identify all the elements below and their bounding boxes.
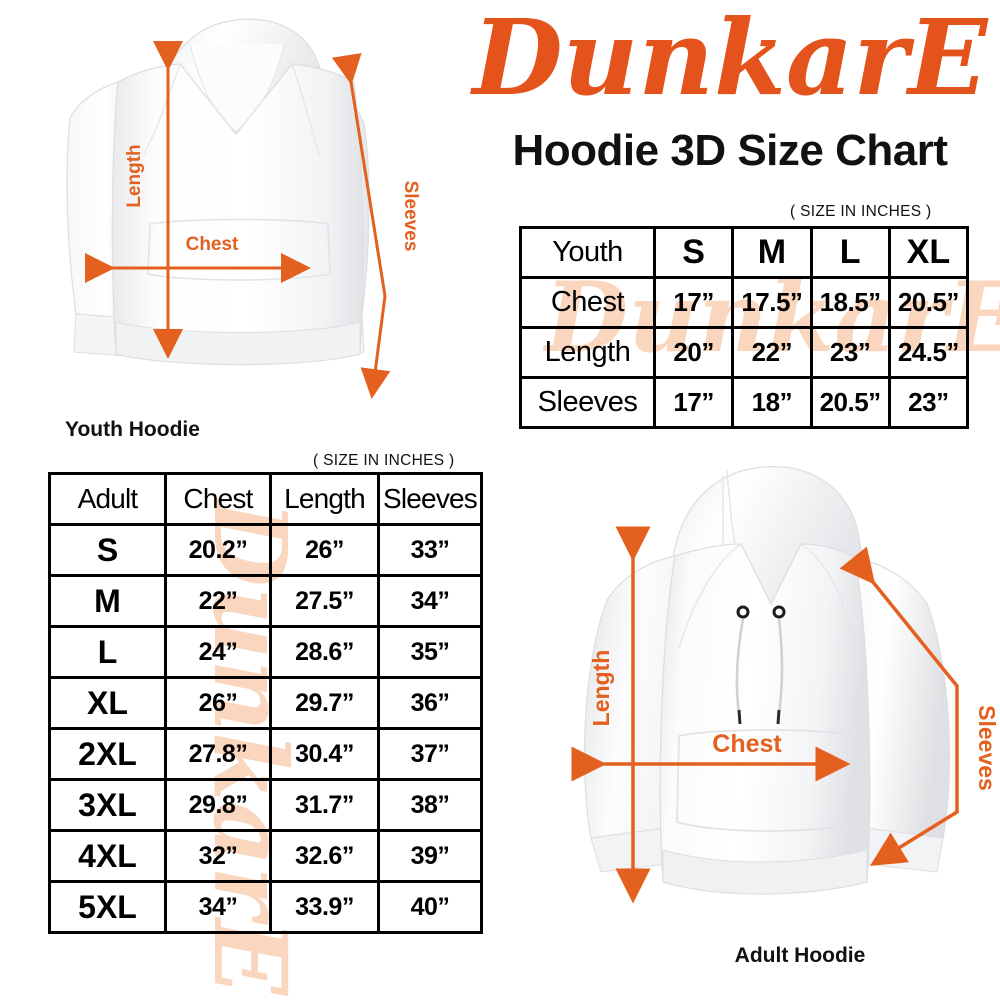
adult-size-unit-note: ( SIZE IN INCHES ): [313, 452, 455, 469]
youth-row-label-length: Length: [519, 326, 656, 379]
table-cell: 35”: [377, 625, 483, 679]
length-label: Length: [124, 144, 145, 207]
table-cell: 30.4”: [269, 727, 380, 781]
sleeves-arrow: [331, 52, 391, 399]
page-title: Hoodie 3D Size Chart: [512, 126, 948, 175]
table-cell: 23”: [887, 376, 970, 429]
table-header-row: Adult Chest Length Sleeves: [48, 472, 483, 526]
table-cell: 31.7”: [269, 778, 380, 832]
table-row: Length 20” 22” 23” 24.5”: [519, 326, 970, 379]
table-cell: 34”: [164, 880, 272, 934]
table-cell: 24”: [164, 625, 272, 679]
adult-size-label: XL: [48, 676, 167, 730]
adult-corner-label: Adult: [48, 472, 167, 526]
table-cell: 27.5”: [269, 574, 380, 628]
table-cell: 29.8”: [164, 778, 272, 832]
length-label: Length: [588, 650, 614, 727]
adult-size-label: 3XL: [48, 778, 167, 832]
youth-size-unit-note: ( SIZE IN INCHES ): [790, 203, 932, 220]
adult-col-sleeves: Sleeves: [377, 472, 483, 526]
table-cell: 24.5”: [887, 326, 970, 379]
table-cell: 28.6”: [269, 625, 380, 679]
table-cell: 40”: [377, 880, 483, 934]
brand-logo: DunkarE: [470, 8, 990, 126]
table-cell: 33”: [377, 523, 483, 577]
table-cell: 38”: [377, 778, 483, 832]
sleeves-label: Sleeves: [974, 705, 1000, 791]
table-row: M 22” 27.5” 34”: [48, 574, 483, 628]
adult-size-label: 4XL: [48, 829, 167, 883]
adult-col-length: Length: [269, 472, 380, 526]
brand-wordmark-text: DunkarE: [470, 8, 989, 119]
table-cell: 37”: [377, 727, 483, 781]
table-row: XL 26” 29.7” 36”: [48, 676, 483, 730]
table-cell: 22”: [731, 326, 813, 379]
hoodie-body: [659, 543, 871, 895]
table-row: S 20.2” 26” 33”: [48, 523, 483, 577]
table-row: L 24” 28.6” 35”: [48, 625, 483, 679]
adult-size-table: Adult Chest Length Sleeves S 20.2” 26” 3…: [48, 472, 483, 934]
table-row: 3XL 29.8” 31.7” 38”: [48, 778, 483, 832]
adult-size-label: 2XL: [48, 727, 167, 781]
table-row: Sleeves 17” 18” 20.5” 23”: [519, 376, 970, 429]
table-cell: 18”: [731, 376, 813, 429]
adult-col-chest: Chest: [164, 472, 272, 526]
adult-size-label: L: [48, 625, 167, 679]
table-cell: 20”: [652, 326, 735, 379]
sleeves-label: Sleeves: [400, 181, 421, 252]
youth-col-m: M: [731, 226, 813, 279]
youth-size-table: Youth S M L XL Chest 17” 17.5” 18.5” 20.…: [519, 226, 970, 429]
table-cell: 20.5”: [809, 376, 891, 429]
youth-row-label-chest: Chest: [519, 276, 656, 329]
table-row: 4XL 32” 32.6” 39”: [48, 829, 483, 883]
table-cell: 20.2”: [164, 523, 272, 577]
drawstring-eyelet-right: [772, 605, 786, 619]
hoodie-hem: [662, 849, 868, 895]
adult-size-label: 5XL: [48, 880, 167, 934]
youth-col-s: S: [652, 226, 735, 279]
table-cell: 39”: [377, 829, 483, 883]
adult-size-label: S: [48, 523, 167, 577]
adult-hoodie-illustration: Length Chest Sleeves: [555, 452, 1000, 940]
table-cell: 18.5”: [809, 276, 891, 329]
drawstring-right: [777, 618, 784, 715]
table-cell: 33.9”: [269, 880, 380, 934]
table-cell: 22”: [164, 574, 272, 628]
youth-col-l: L: [809, 226, 891, 279]
youth-corner-label: Youth: [519, 226, 656, 279]
table-cell: 17.5”: [731, 276, 813, 329]
table-cell: 23”: [809, 326, 891, 379]
table-row: 5XL 34” 33.9” 40”: [48, 880, 483, 934]
table-header-row: Youth S M L XL: [519, 226, 970, 279]
adult-size-label: M: [48, 574, 167, 628]
table-cell: 20.5”: [887, 276, 970, 329]
table-cell: 27.8”: [164, 727, 272, 781]
chest-label: Chest: [186, 234, 239, 255]
table-cell: 26”: [269, 523, 380, 577]
table-cell: 29.7”: [269, 676, 380, 730]
youth-hoodie-caption: Youth Hoodie: [65, 418, 200, 441]
table-row: 2XL 27.8” 30.4” 37”: [48, 727, 483, 781]
table-cell: 32”: [164, 829, 272, 883]
youth-row-label-sleeves: Sleeves: [519, 376, 656, 429]
sleeves-arrow: [839, 546, 959, 866]
adult-hoodie-caption: Adult Hoodie: [734, 944, 866, 967]
table-cell: 36”: [377, 676, 483, 730]
table-cell: 17”: [652, 276, 735, 329]
youth-col-xl: XL: [887, 226, 970, 279]
table-cell: 17”: [652, 376, 735, 429]
table-cell: 32.6”: [269, 829, 380, 883]
table-cell: 26”: [164, 676, 272, 730]
drawstring-left: [735, 618, 745, 715]
table-cell: 34”: [377, 574, 483, 628]
youth-hoodie-illustration: Length Chest Sleeves: [40, 6, 460, 416]
table-row: Chest 17” 17.5” 18.5” 20.5”: [519, 276, 970, 329]
drawstring-eyelet-left: [736, 605, 750, 619]
chest-label: Chest: [712, 730, 782, 758]
